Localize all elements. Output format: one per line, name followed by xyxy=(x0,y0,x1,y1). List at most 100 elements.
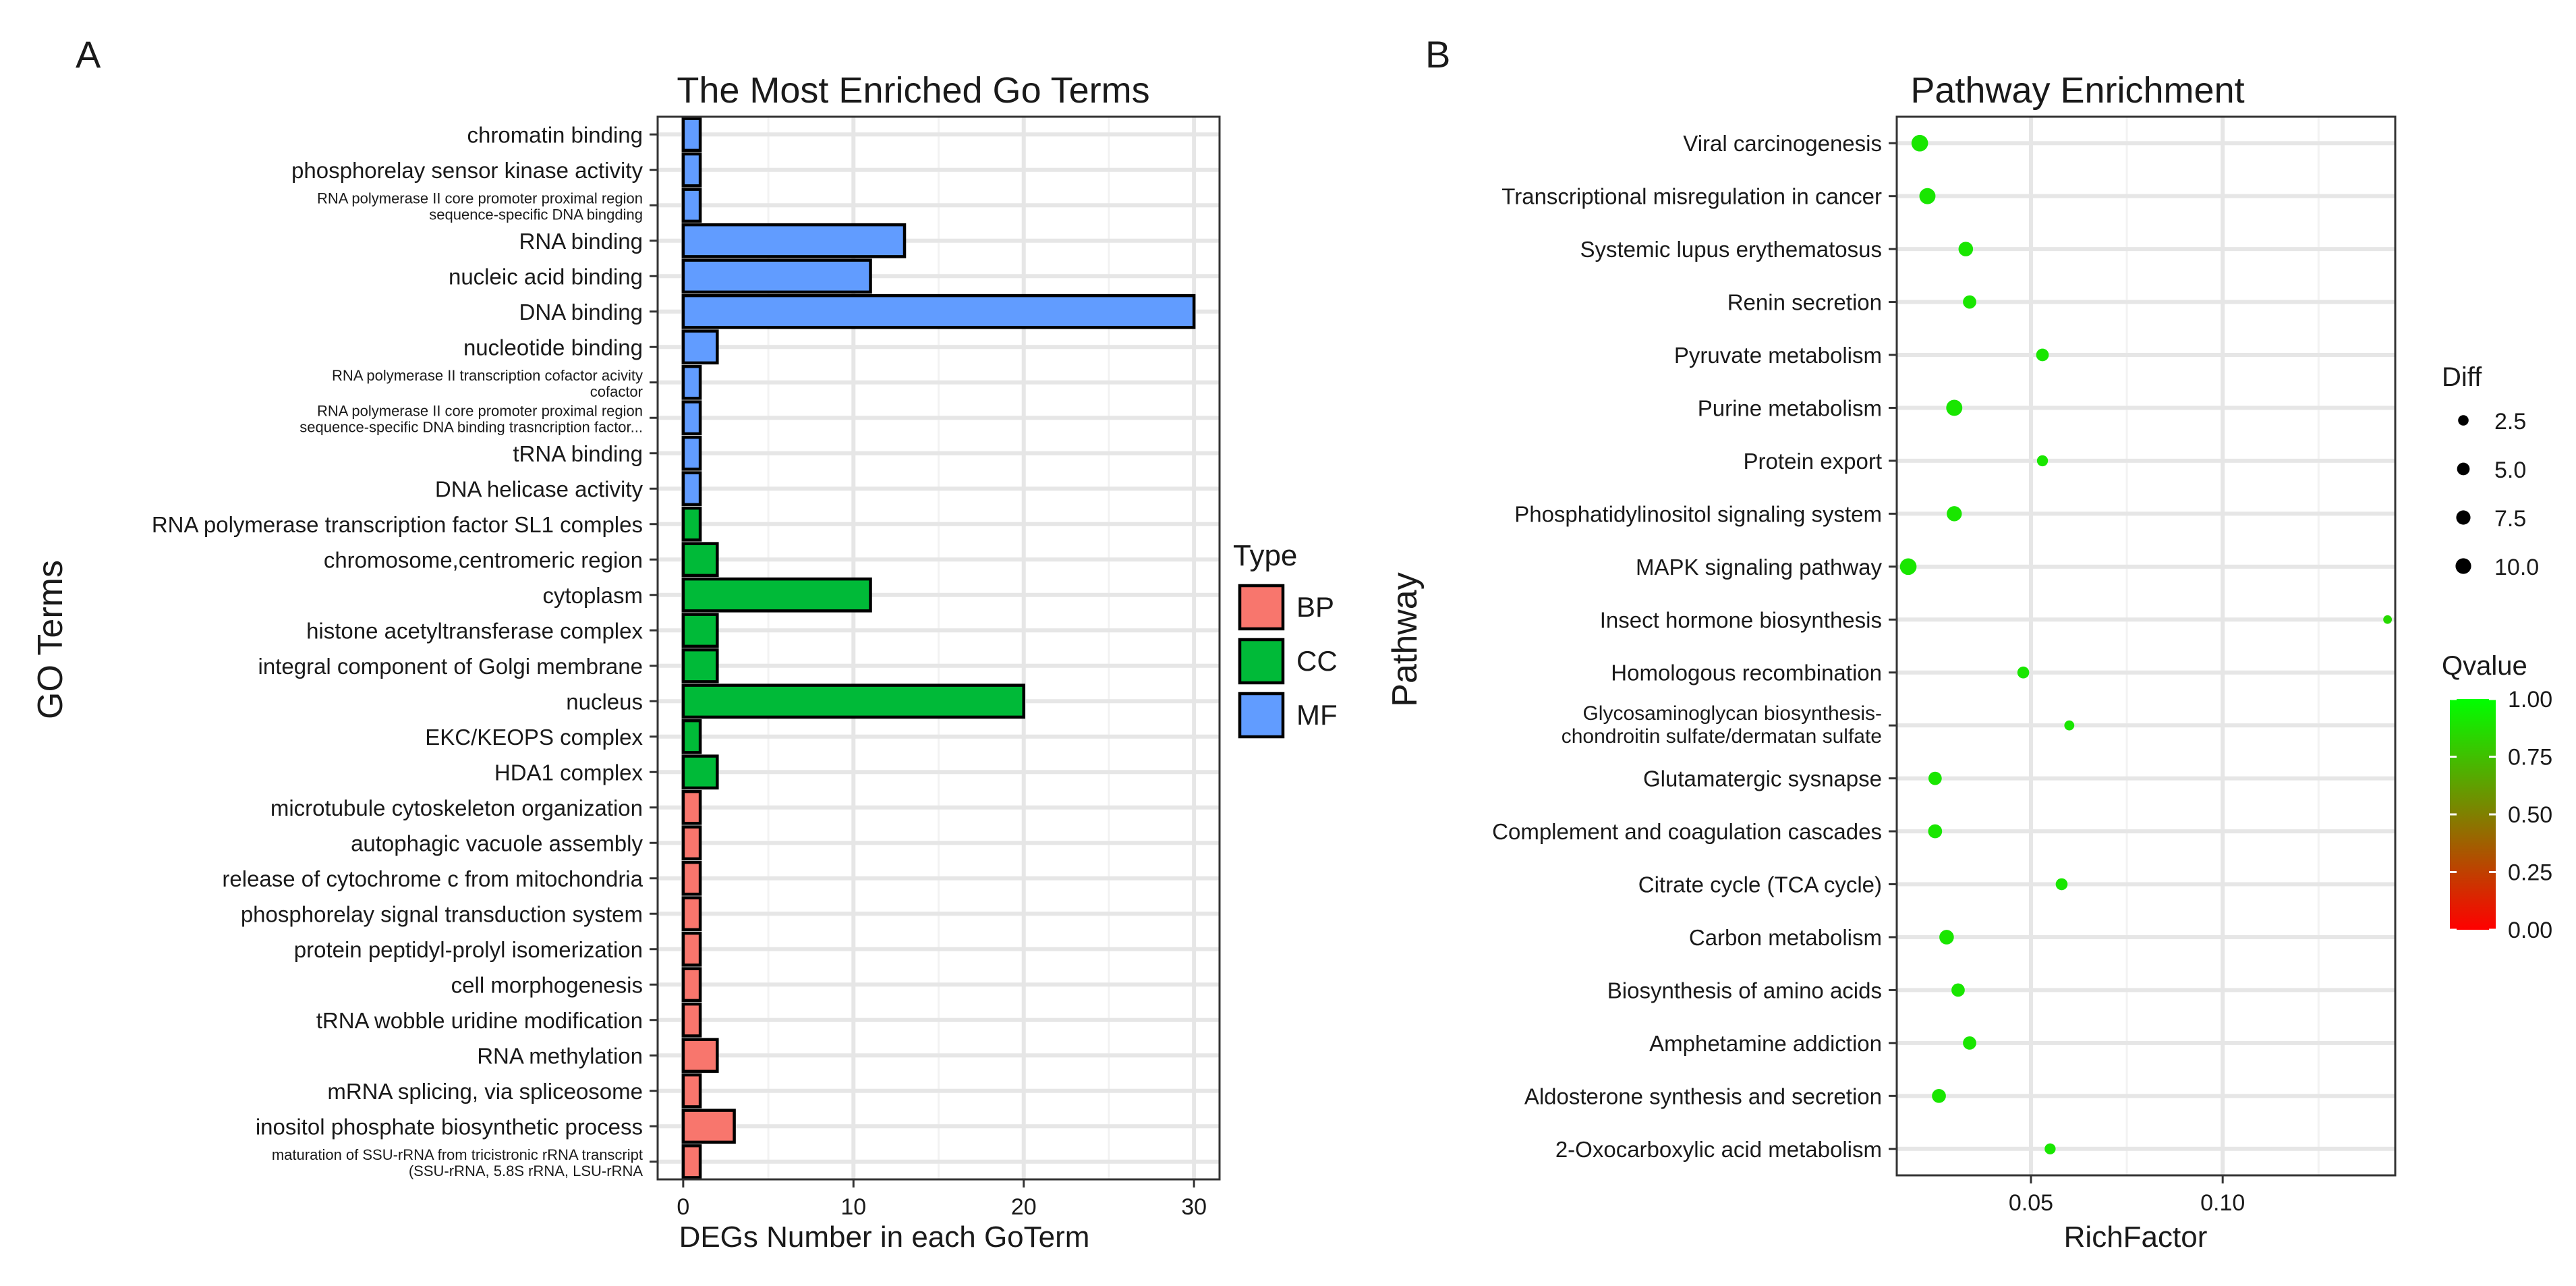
colorbar-label: 1.00 xyxy=(2508,687,2552,712)
pathway-point xyxy=(1951,983,1965,997)
chart-a-title: The Most Enriched Go Terms xyxy=(677,70,1149,111)
colorbar-label: 0.50 xyxy=(2508,802,2552,828)
plot-b-background xyxy=(1897,117,2395,1175)
plot-b-frame xyxy=(1895,115,2397,1177)
bar-mf xyxy=(681,435,702,471)
bar-bp xyxy=(681,1038,719,1073)
go-term-label: HDA1 complex xyxy=(494,760,643,785)
pathway-label: Homologous recombination xyxy=(1611,661,1882,686)
chart-b-ylabel: Pathway xyxy=(1385,572,1425,706)
x-tick-label: 10 xyxy=(840,1194,866,1220)
pathway-label: Systemic lupus erythematosus xyxy=(1580,237,1882,262)
colorbar-label: 0.25 xyxy=(2508,860,2552,886)
pathway-label: Phosphatidylinositol signaling system xyxy=(1514,501,1882,526)
bar-cc xyxy=(681,719,702,754)
pathway-point xyxy=(2036,348,2049,362)
bar-mf xyxy=(681,117,702,152)
go-term-label: RNA polymerase transcription factor SL1 … xyxy=(152,512,643,537)
pathway-point xyxy=(1932,1088,1946,1103)
pathway-label: Purine metabolism xyxy=(1698,395,1882,420)
legend-diff-dot xyxy=(2456,510,2471,525)
go-term-label: cell morphogenesis xyxy=(451,972,643,997)
legend-diff-label: 7.5 xyxy=(2494,506,2526,532)
go-term-label: mRNA splicing, via spliceosome xyxy=(327,1079,643,1104)
chart-b-title: Pathway Enrichment xyxy=(1910,70,2244,111)
bar-mf xyxy=(681,258,872,294)
chart-b-xlabel: RichFactor xyxy=(2064,1221,2208,1254)
pathway-label: Biosynthesis of amino acids xyxy=(1607,978,1882,1003)
panel-a-label: A xyxy=(76,33,101,76)
bar-bp xyxy=(681,1109,736,1144)
x-tick-label: 0.05 xyxy=(2009,1190,2053,1216)
go-term-label: phosphorelay sensor kinase activity xyxy=(291,158,643,183)
go-term-label: cytoplasm xyxy=(542,583,643,608)
bar-cc xyxy=(681,754,719,790)
go-term-label: chromatin binding xyxy=(467,122,643,147)
pathway-point xyxy=(1947,506,1962,522)
pathway-point xyxy=(1963,1036,1976,1050)
bar-cc xyxy=(681,648,719,683)
panel-b-label: B xyxy=(1425,33,1450,76)
bar-cc xyxy=(681,683,1025,719)
bar-mf xyxy=(681,471,702,507)
go-term-label: nucleus xyxy=(566,689,643,714)
go-term-label: microtubule cytoskeleton organization xyxy=(270,795,643,820)
plot-a-frame xyxy=(656,115,1221,1181)
legend-label-cc: CC xyxy=(1296,645,1338,677)
legend-swatch-cc xyxy=(1238,638,1285,685)
legend-diff-dot xyxy=(2458,415,2469,426)
bar-cc xyxy=(681,613,719,648)
pathway-label: Insect hormone biosynthesis xyxy=(1600,607,1882,632)
go-term-label: release of cytochrome c from mitochondri… xyxy=(222,866,643,891)
bar-cc xyxy=(681,577,872,613)
bar-mf xyxy=(681,188,702,223)
legend-label-mf: MF xyxy=(1296,699,1338,731)
pathway-point xyxy=(1963,295,1976,309)
legend-diff-label: 10.0 xyxy=(2494,555,2539,580)
bar-mf xyxy=(681,152,702,188)
pathway-point xyxy=(2055,878,2068,891)
bar-bp xyxy=(681,967,702,1003)
x-tick-label: 30 xyxy=(1181,1194,1207,1220)
chart-a-xlabel: DEGs Number in each GoTerm xyxy=(679,1221,1090,1254)
pathway-label: Glutamatergic sysnapse xyxy=(1643,766,1882,791)
pathway-label: Protein export xyxy=(1744,449,1882,474)
chart-a-ylabel: GO Terms xyxy=(31,560,70,719)
x-tick-label: 20 xyxy=(1011,1194,1037,1220)
legend-diff-label: 5.0 xyxy=(2494,457,2526,483)
pathway-point xyxy=(1899,558,1917,576)
x-tick-label: 0 xyxy=(677,1194,689,1220)
pathway-point xyxy=(1928,824,1943,839)
pathway-label: Transcriptional misregulation in cancer xyxy=(1501,184,1882,209)
pathway-label: Glycosaminoglycan biosynthesis-chondroit… xyxy=(1562,702,1882,748)
go-term-label: EKC/KEOPS complex xyxy=(425,725,643,750)
go-term-label: RNA polymerase II core promoter proximal… xyxy=(317,190,643,223)
pathway-point xyxy=(2044,1143,2056,1154)
go-term-label: maturation of SSU-rRNA from tricistronic… xyxy=(272,1146,643,1179)
go-term-label: tRNA wobble uridine modification xyxy=(316,1008,643,1033)
legend-diff-dot xyxy=(2457,462,2470,476)
pathway-point xyxy=(1946,399,1963,416)
legend-label-bp: BP xyxy=(1296,591,1334,623)
chart-a-plot: chromatin binding phosphorelay sensor kin… xyxy=(152,115,1221,1220)
pathway-point xyxy=(1911,134,1928,152)
pathway-label: MAPK signaling pathway xyxy=(1636,555,1883,580)
bar-mf xyxy=(681,400,702,436)
go-term-label: RNA binding xyxy=(519,229,643,254)
pathway-point xyxy=(1958,242,1974,256)
pathway-point xyxy=(2036,455,2049,467)
bar-bp xyxy=(681,789,702,825)
pathway-point xyxy=(2064,720,2075,731)
pathway-point xyxy=(2383,615,2393,624)
legend-swatch-bp xyxy=(1238,584,1285,631)
legend-a-title: Type xyxy=(1233,539,1297,572)
bar-mf xyxy=(681,223,907,258)
pathway-label: Viral carcinogenesis xyxy=(1683,131,1882,156)
go-term-label: histone acetyltransferase complex xyxy=(306,618,643,643)
go-term-label: DNA helicase activity xyxy=(435,476,643,501)
bar-bp xyxy=(681,1073,702,1109)
pathway-point xyxy=(1939,930,1954,945)
go-term-label: protein peptidyl-prolyl isomerization xyxy=(294,937,643,962)
bar-mf xyxy=(681,293,1196,329)
